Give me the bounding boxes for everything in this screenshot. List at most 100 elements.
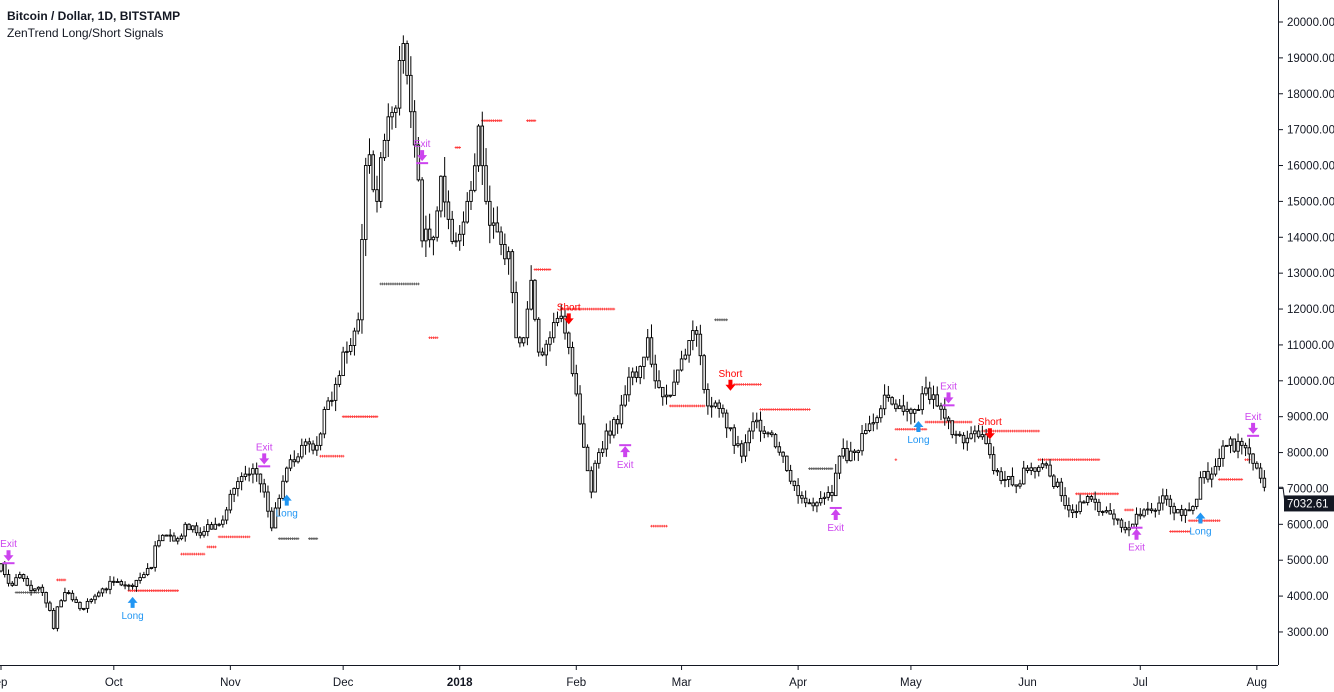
candle-body bbox=[183, 523, 187, 537]
candle-body bbox=[1014, 484, 1018, 487]
candle bbox=[1119, 518, 1124, 533]
candle-body bbox=[608, 430, 612, 436]
candle bbox=[747, 427, 751, 452]
candle bbox=[958, 431, 962, 438]
candle-body bbox=[521, 337, 526, 344]
candle-body bbox=[773, 434, 778, 448]
candle-body bbox=[281, 480, 285, 499]
candle-body bbox=[1176, 509, 1180, 514]
candle-body bbox=[1018, 483, 1022, 487]
signal-exit: Exit bbox=[1245, 412, 1262, 437]
candle-body bbox=[867, 423, 872, 431]
candle-body bbox=[1228, 438, 1233, 446]
candle bbox=[375, 175, 379, 213]
price-tick-label: 11000.00 bbox=[1287, 340, 1334, 352]
candle bbox=[179, 533, 184, 541]
candle bbox=[1112, 509, 1116, 526]
candle bbox=[540, 347, 545, 357]
candle-body bbox=[115, 581, 120, 583]
candle-body bbox=[909, 408, 913, 414]
candle bbox=[465, 192, 469, 224]
last-price-label: 7032.61 bbox=[1287, 498, 1329, 510]
last-price-tag bbox=[1284, 495, 1334, 512]
candle-body bbox=[837, 455, 842, 474]
stop-marker bbox=[176, 589, 180, 592]
candle bbox=[476, 124, 481, 172]
candle bbox=[927, 381, 932, 405]
candle-body bbox=[954, 433, 958, 436]
candle-body bbox=[66, 592, 71, 594]
stop-marker bbox=[435, 336, 439, 340]
candle bbox=[55, 606, 60, 632]
exit-bar bbox=[942, 404, 955, 407]
candle bbox=[807, 498, 812, 505]
candle bbox=[424, 215, 428, 258]
candle bbox=[183, 522, 187, 542]
candle bbox=[1255, 461, 1259, 470]
candle bbox=[446, 190, 451, 230]
candle-body bbox=[206, 524, 210, 532]
candle-body bbox=[721, 407, 725, 414]
candle-body bbox=[3, 563, 7, 576]
time-tick-label: Nov bbox=[220, 677, 241, 689]
candle bbox=[777, 441, 782, 456]
candle-body bbox=[597, 452, 601, 464]
candle-body bbox=[864, 430, 868, 435]
stop-marker bbox=[533, 119, 537, 122]
candle-body bbox=[702, 355, 706, 390]
candle-body bbox=[924, 387, 928, 395]
candle bbox=[905, 401, 909, 422]
candle-body bbox=[540, 351, 545, 356]
candle-body bbox=[886, 394, 891, 399]
candle bbox=[627, 367, 631, 402]
candle-body bbox=[1127, 527, 1131, 531]
candle bbox=[281, 475, 285, 500]
candle bbox=[10, 581, 15, 587]
candle-body bbox=[160, 534, 165, 542]
candle bbox=[495, 206, 500, 233]
candle bbox=[773, 433, 778, 449]
candle bbox=[172, 532, 176, 542]
candle-body bbox=[615, 419, 620, 425]
signal-short: Short bbox=[718, 369, 743, 391]
candle-body bbox=[875, 417, 879, 424]
candle-body bbox=[247, 473, 251, 476]
candle-body bbox=[604, 430, 609, 450]
candle bbox=[762, 426, 767, 439]
candle-body bbox=[879, 408, 883, 419]
candle-body bbox=[1021, 467, 1026, 485]
candle bbox=[6, 569, 11, 587]
candle-body bbox=[390, 111, 394, 118]
candle-body bbox=[499, 231, 503, 245]
arrow-down-icon bbox=[563, 313, 574, 325]
candle bbox=[198, 527, 203, 539]
candle bbox=[18, 571, 22, 580]
candle bbox=[533, 279, 537, 322]
candle bbox=[412, 100, 417, 158]
candle bbox=[499, 226, 503, 256]
candle bbox=[352, 327, 357, 356]
candle-body bbox=[1209, 473, 1214, 480]
candle-body bbox=[217, 523, 221, 526]
stop-level bbox=[56, 578, 67, 582]
candle-body bbox=[717, 402, 721, 409]
candle bbox=[1176, 508, 1180, 514]
candle-body bbox=[130, 584, 135, 587]
stop-marker bbox=[341, 454, 345, 458]
candle bbox=[886, 385, 891, 402]
candle-body bbox=[946, 417, 951, 422]
candle bbox=[864, 423, 868, 435]
candle-body bbox=[266, 491, 270, 512]
candle bbox=[333, 377, 338, 412]
candle bbox=[973, 425, 977, 443]
candle bbox=[435, 206, 439, 242]
candle bbox=[991, 446, 996, 475]
candle-body bbox=[1052, 475, 1056, 487]
candle bbox=[100, 587, 105, 597]
candle-body bbox=[29, 584, 33, 591]
candle-body bbox=[679, 358, 684, 371]
candle bbox=[401, 35, 406, 74]
candle bbox=[21, 573, 26, 582]
candle bbox=[1262, 470, 1267, 492]
